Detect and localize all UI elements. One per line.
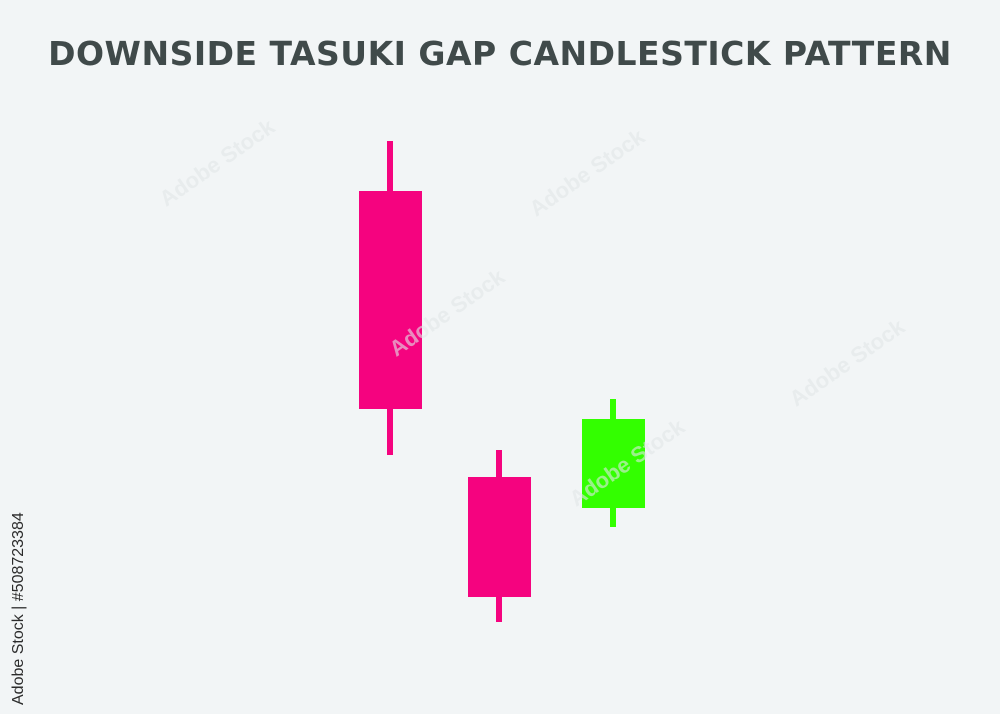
stock-id-label: Adobe Stock | #508723384 — [10, 512, 27, 705]
candle-1-body — [359, 191, 422, 409]
candle-3-body — [582, 419, 645, 508]
watermark: Adobe Stock — [784, 313, 910, 412]
watermark: Adobe Stock — [524, 123, 650, 222]
candle-2-body — [468, 477, 531, 597]
diagram-title: DOWNSIDE TASUKI GAP CANDLESTICK PATTERN — [48, 34, 952, 73]
watermark: Adobe Stock — [154, 113, 280, 212]
